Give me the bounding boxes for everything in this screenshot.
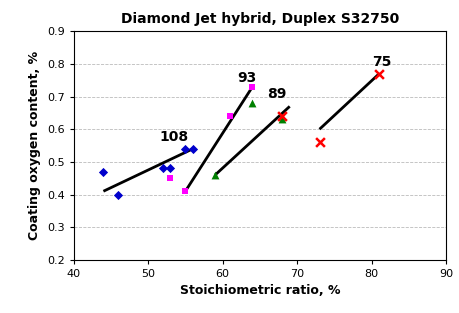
Point	[375, 71, 382, 76]
Point	[226, 114, 233, 119]
Point	[167, 176, 174, 181]
Point	[189, 146, 196, 151]
Text: 89: 89	[267, 87, 286, 101]
Point	[167, 166, 174, 171]
Point	[248, 84, 256, 89]
Point	[248, 100, 256, 105]
Point	[278, 114, 285, 119]
Point	[159, 166, 166, 171]
Point	[315, 140, 323, 145]
X-axis label: Stoichiometric ratio, %: Stoichiometric ratio, %	[179, 285, 339, 297]
Point	[211, 172, 218, 177]
Text: 93: 93	[237, 71, 256, 85]
Text: 75: 75	[371, 55, 390, 69]
Point	[278, 117, 285, 122]
Text: 108: 108	[159, 130, 188, 144]
Y-axis label: Coating oxygen content, %: Coating oxygen content, %	[28, 51, 41, 240]
Title: Diamond Jet hybrid, Duplex S32750: Diamond Jet hybrid, Duplex S32750	[121, 12, 398, 26]
Point	[114, 192, 122, 197]
Point	[181, 146, 189, 151]
Point	[100, 169, 107, 174]
Point	[181, 189, 189, 194]
